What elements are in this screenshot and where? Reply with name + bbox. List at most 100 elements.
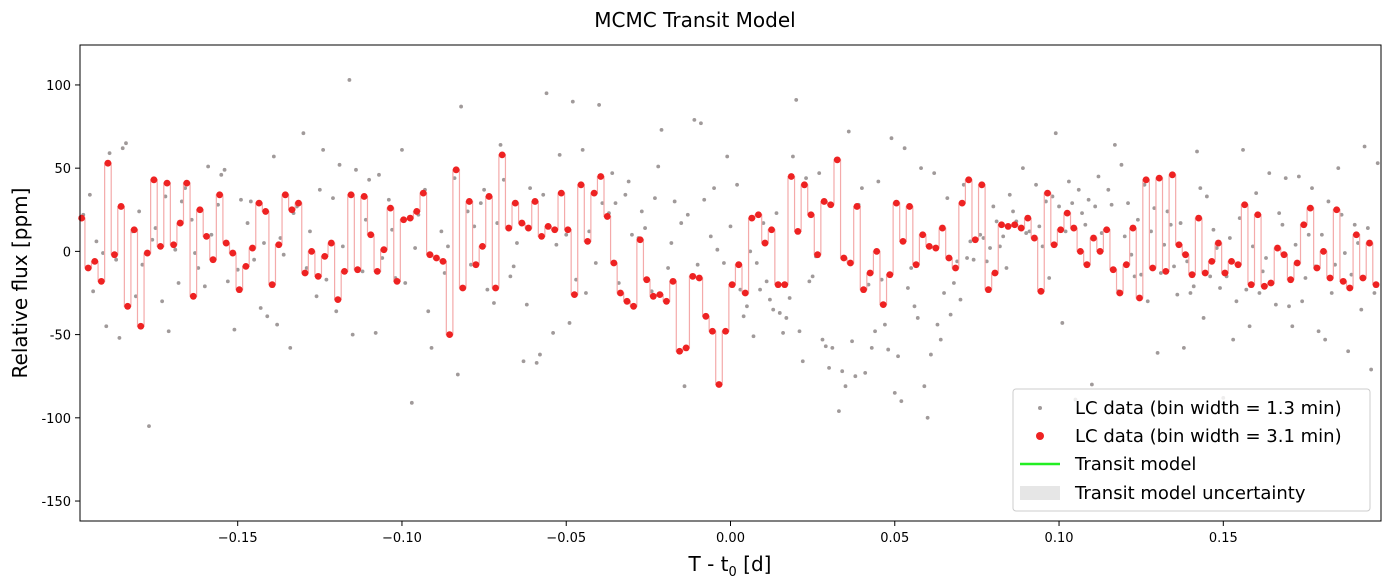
binned-data-point	[952, 264, 959, 272]
raw-data-point	[971, 257, 976, 262]
x-tick-label: 0.10	[1045, 531, 1074, 546]
binned-link-line	[127, 229, 135, 307]
binned-link-line	[114, 205, 122, 256]
raw-data-point	[879, 277, 884, 282]
binned-data-point	[176, 219, 184, 227]
raw-data-point	[1227, 236, 1232, 240]
binned-link-line	[673, 280, 680, 352]
raw-data-point	[403, 281, 408, 285]
binned-data-point	[413, 208, 421, 215]
raw-data-point	[794, 98, 799, 102]
raw-data-point	[1359, 307, 1364, 312]
binned-data-point	[341, 267, 348, 275]
raw-data-point	[442, 271, 447, 275]
binned-data-point	[1083, 261, 1091, 269]
raw-data-point	[883, 322, 887, 327]
binned-data-point	[143, 249, 151, 257]
raw-data-point	[745, 304, 749, 309]
raw-data-point	[288, 346, 293, 350]
raw-data-point	[1129, 252, 1134, 257]
binned-link-line	[397, 219, 404, 282]
binned-link-line	[167, 182, 174, 246]
raw-data-point	[324, 277, 329, 282]
raw-data-point	[1060, 321, 1065, 325]
binned-link-line	[239, 265, 246, 291]
raw-data-point	[1310, 186, 1314, 191]
raw-data-point	[1057, 204, 1061, 209]
binned-link-line	[1310, 207, 1317, 269]
binned-data-point	[1168, 171, 1176, 179]
binned-links-group	[81, 154, 1377, 386]
binned-data-point	[663, 297, 670, 305]
binned-data-point	[1333, 206, 1341, 214]
raw-data-point	[991, 204, 996, 209]
raw-data-point	[846, 129, 851, 134]
binned-data-point	[1234, 261, 1242, 269]
binned-data-point	[820, 198, 828, 205]
binned-data-point	[1017, 224, 1025, 232]
binned-link-line	[1356, 234, 1363, 279]
raw-data-point	[764, 279, 769, 284]
raw-data-point	[1247, 324, 1252, 329]
binned-data-point	[209, 256, 217, 264]
binned-data-point	[801, 181, 808, 189]
binned-data-point	[400, 216, 408, 224]
binned-points-group	[78, 151, 1380, 388]
binned-data-point	[1339, 277, 1347, 285]
raw-data-point	[593, 261, 598, 265]
raw-data-point	[761, 221, 766, 225]
binned-data-point	[531, 198, 539, 205]
binned-data-point	[682, 344, 690, 352]
binned-link-line	[1073, 227, 1081, 252]
x-axis-title-main: T - t	[688, 552, 729, 576]
raw-data-point	[1208, 274, 1213, 279]
binned-data-point	[1208, 257, 1216, 265]
x-axis-title-subscript: 0	[729, 565, 737, 580]
binned-data-point	[1142, 176, 1150, 184]
raw-data-point	[1178, 221, 1183, 225]
raw-data-point	[521, 359, 526, 364]
binned-data-point	[1228, 257, 1235, 265]
raw-data-point	[929, 352, 933, 357]
legend-model-label: Transit model	[1074, 454, 1196, 475]
binned-data-point	[741, 289, 749, 297]
binned-data-point	[1221, 269, 1229, 277]
raw-data-point	[114, 257, 119, 262]
binned-data-point	[150, 176, 158, 184]
raw-data-point	[1372, 291, 1377, 295]
raw-data-point	[613, 201, 618, 206]
binned-data-point	[367, 231, 375, 239]
binned-data-point	[912, 261, 920, 269]
raw-data-point	[952, 281, 956, 285]
binned-link-line	[1040, 192, 1048, 292]
binned-data-point	[347, 191, 355, 199]
raw-data-point	[275, 322, 280, 327]
binned-link-line	[337, 270, 345, 301]
binned-data-point	[1201, 269, 1209, 277]
raw-data-point	[915, 316, 920, 320]
raw-data-point	[758, 287, 762, 292]
binned-data-point	[255, 199, 263, 207]
raw-data-point	[892, 390, 897, 395]
raw-data-point	[623, 192, 628, 197]
binned-data-point	[1293, 259, 1301, 267]
binned-link-line	[186, 182, 194, 297]
raw-data-point	[317, 187, 322, 192]
raw-data-point	[1093, 204, 1098, 209]
raw-data-point	[478, 201, 483, 206]
raw-data-point	[735, 182, 739, 187]
raw-data-point	[722, 261, 726, 265]
raw-data-point	[340, 244, 345, 249]
binned-data-point	[498, 151, 506, 159]
raw-data-point	[1126, 201, 1130, 206]
binned-data-point	[1063, 209, 1071, 217]
binned-link-line	[725, 284, 733, 332]
chart-title: MCMC Transit Model	[594, 8, 795, 32]
raw-data-point	[1096, 174, 1101, 179]
binned-data-point	[380, 246, 388, 254]
binned-data-point	[571, 291, 578, 299]
raw-data-point	[101, 251, 105, 255]
binned-link-line	[955, 202, 963, 269]
raw-data-point	[150, 237, 155, 242]
raw-data-point	[909, 266, 914, 270]
